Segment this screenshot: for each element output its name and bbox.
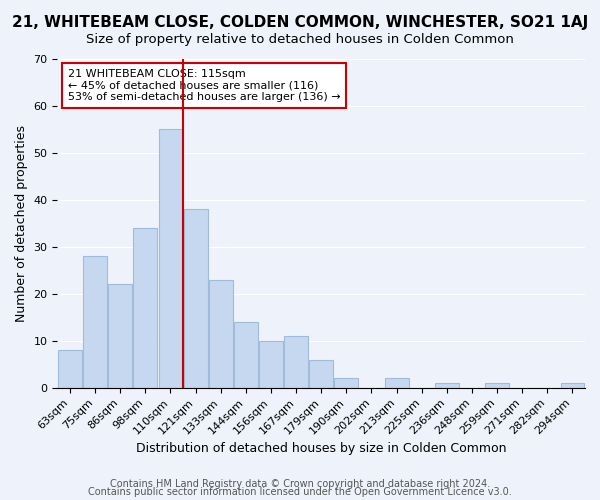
Bar (560, 383, 584, 388)
Y-axis label: Number of detached properties: Number of detached properties (15, 125, 28, 322)
Bar (58, 350, 82, 388)
Bar (334, 378, 358, 388)
Text: Contains public sector information licensed under the Open Government Licence v3: Contains public sector information licen… (88, 487, 512, 497)
Bar (485, 383, 509, 388)
Bar (284, 336, 308, 388)
Bar (309, 360, 333, 388)
Bar (158, 130, 182, 388)
Bar (83, 256, 107, 388)
Bar (209, 280, 233, 388)
X-axis label: Distribution of detached houses by size in Colden Common: Distribution of detached houses by size … (136, 442, 506, 455)
Bar (385, 378, 409, 388)
Text: 21 WHITEBEAM CLOSE: 115sqm
← 45% of detached houses are smaller (116)
53% of sem: 21 WHITEBEAM CLOSE: 115sqm ← 45% of deta… (68, 69, 341, 102)
Bar (259, 341, 283, 388)
Bar (108, 284, 132, 388)
Bar (234, 322, 258, 388)
Bar (133, 228, 157, 388)
Bar (435, 383, 459, 388)
Text: Size of property relative to detached houses in Colden Common: Size of property relative to detached ho… (86, 32, 514, 46)
Bar (184, 210, 208, 388)
Text: Contains HM Land Registry data © Crown copyright and database right 2024.: Contains HM Land Registry data © Crown c… (110, 479, 490, 489)
Text: 21, WHITEBEAM CLOSE, COLDEN COMMON, WINCHESTER, SO21 1AJ: 21, WHITEBEAM CLOSE, COLDEN COMMON, WINC… (12, 15, 588, 30)
